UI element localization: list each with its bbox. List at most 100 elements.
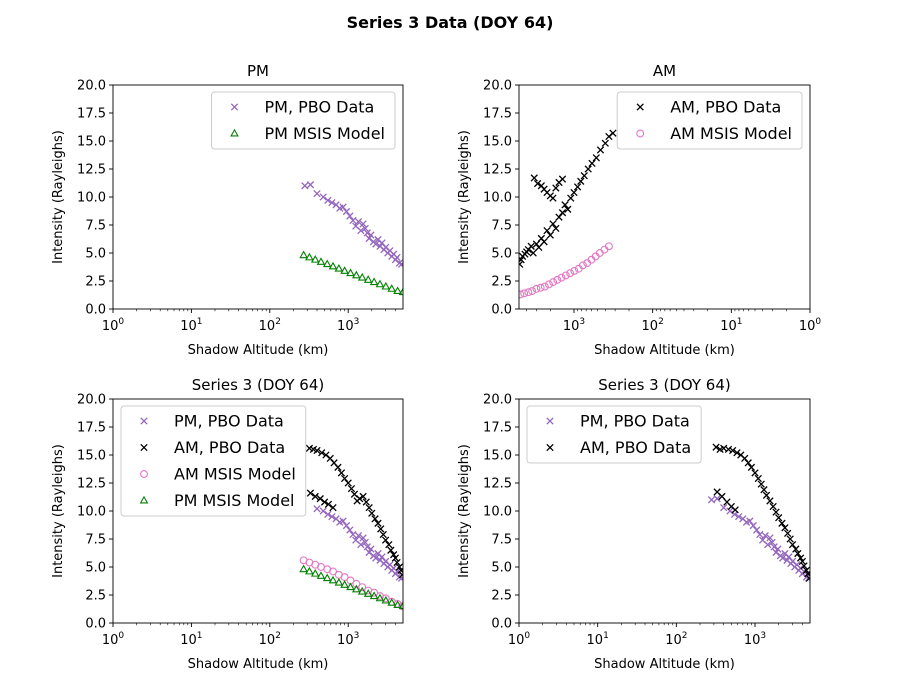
legend-marker	[230, 128, 239, 137]
data-point	[361, 538, 369, 547]
data-point	[552, 184, 560, 192]
legend-box	[211, 91, 396, 150]
y-tick-label: 7.5	[491, 219, 512, 234]
data-point	[357, 540, 365, 549]
y-tick-label: 7.5	[491, 533, 512, 548]
data-point	[365, 503, 373, 512]
data-point	[786, 535, 794, 543]
x-tick-label: 100	[102, 631, 125, 648]
chart-panel-1: 0.0 2.5 5.0 7.5 10.0 12.5 15.0 17.5 20.0 100 101 10…	[51, 62, 404, 358]
data-point	[354, 217, 363, 226]
data-point	[756, 530, 764, 539]
data-point	[751, 469, 759, 477]
data-point	[584, 165, 592, 173]
y-tick-label: 15.0	[483, 449, 512, 464]
data-point	[552, 224, 560, 233]
legend-marker	[546, 443, 554, 452]
panel-title: Series 3 (DOY 64)	[598, 376, 730, 394]
data-point	[558, 175, 567, 183]
data-point	[322, 451, 330, 459]
data-point	[735, 512, 743, 521]
data-point	[322, 573, 332, 582]
data-point	[558, 209, 567, 217]
data-point	[328, 575, 338, 584]
series-2	[305, 444, 403, 579]
data-point	[768, 538, 776, 547]
data-point	[520, 289, 529, 298]
series-4	[299, 564, 403, 610]
legend: PM, PBO Data AM, PBO Data AM MSIS Model PM …	[120, 405, 307, 517]
data-point	[358, 583, 367, 592]
data-point	[362, 498, 370, 506]
data-point	[316, 257, 326, 265]
plot-area	[299, 181, 403, 296]
data-point	[601, 139, 609, 147]
data-point	[779, 554, 787, 562]
data-point	[381, 281, 391, 290]
y-tick-label: 17.5	[483, 421, 512, 436]
y-tick-label: 17.5	[77, 421, 106, 436]
y-tick-label: 10.0	[77, 191, 106, 206]
legend-marker	[140, 470, 148, 478]
data-point	[337, 469, 346, 477]
data-point	[766, 497, 774, 505]
data-point	[389, 551, 398, 559]
data-point	[329, 503, 337, 512]
y-tick-label: 12.5	[483, 477, 512, 492]
data-point	[596, 146, 605, 154]
data-point	[299, 250, 308, 259]
legend-marker	[636, 129, 645, 138]
legend-entry: PM, PBO Data	[265, 98, 375, 117]
data-point	[524, 288, 533, 297]
data-point	[342, 521, 351, 530]
legend: PM, PBO Data AM, PBO Data	[526, 405, 702, 464]
data-point	[377, 525, 385, 533]
data-point	[532, 284, 541, 293]
legend-entry: AM, PBO Data	[174, 438, 285, 457]
data-point	[370, 588, 379, 597]
data-point	[707, 496, 716, 504]
legend-marker	[140, 417, 148, 425]
data-point	[363, 543, 371, 551]
data-point	[375, 593, 385, 602]
data-point	[393, 558, 401, 567]
legend-entry: PM, PBO Data	[174, 412, 284, 431]
data-point	[349, 216, 357, 225]
y-tick-label: 0.0	[85, 617, 106, 632]
data-point	[549, 194, 557, 202]
data-point	[774, 545, 782, 553]
legend-marker	[140, 443, 148, 452]
data-point	[320, 498, 329, 506]
y-tick-label: 0.0	[491, 617, 512, 632]
data-point	[536, 283, 545, 292]
data-point	[566, 269, 575, 278]
y-tick-label: 2.5	[85, 275, 106, 290]
data-point	[805, 574, 810, 582]
data-point	[800, 562, 808, 570]
y-tick-label: 2.5	[491, 275, 512, 290]
data-point	[352, 579, 361, 588]
plot-area	[519, 129, 617, 299]
data-point	[393, 286, 402, 295]
data-point	[528, 287, 537, 296]
data-point	[573, 183, 582, 191]
data-point	[359, 220, 367, 228]
series-2	[712, 443, 810, 582]
y-axis-label: Intensity (Rayleighs)	[51, 130, 66, 264]
data-point	[351, 584, 361, 593]
data-point	[729, 446, 737, 455]
data-point	[749, 521, 757, 530]
x-tick-label: 100	[799, 317, 822, 334]
data-point	[609, 129, 617, 137]
data-point	[761, 531, 769, 540]
data-point	[349, 530, 357, 539]
data-point	[397, 574, 403, 582]
data-point	[397, 260, 403, 268]
data-point	[393, 600, 402, 609]
data-point	[385, 540, 393, 549]
legend-entry: AM MSIS Model	[174, 465, 296, 484]
x-tick-label: 102	[642, 317, 664, 334]
series-2	[299, 250, 403, 296]
data-point	[305, 252, 314, 261]
data-point	[546, 231, 554, 239]
